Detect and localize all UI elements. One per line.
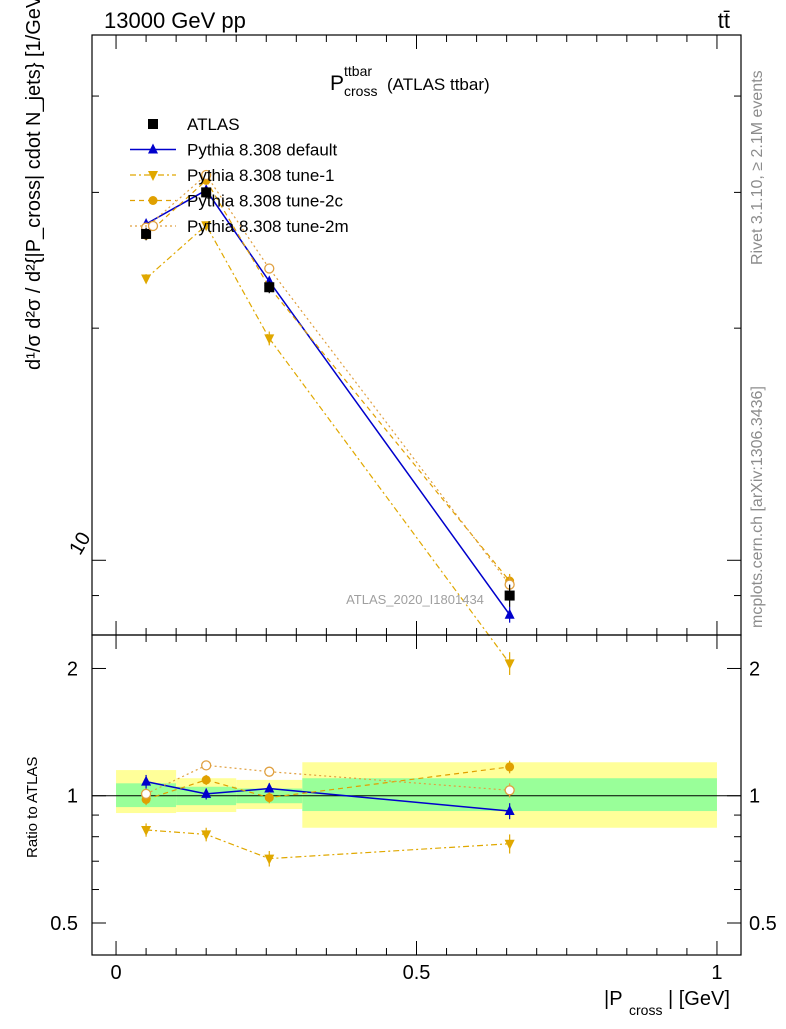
ratio-series-line [145, 780, 510, 812]
plot-title-sub: cross [344, 83, 377, 99]
main-point [141, 274, 152, 285]
main-series-line [145, 174, 511, 585]
main-point [201, 169, 212, 181]
ratio-point [141, 825, 152, 836]
ratio-series-line [145, 766, 510, 801]
main-point [504, 590, 515, 601]
main-series-line [145, 179, 511, 582]
ratio-point [504, 839, 515, 850]
ratio-point [201, 830, 212, 841]
plot-title-sup: ttbar [344, 63, 372, 79]
main-series-tune1 [141, 221, 515, 675]
ratio-y-tick-label-right: 1 [749, 786, 760, 808]
ratio-panel-series [140, 760, 515, 867]
main-series-line [145, 189, 511, 616]
ratio-point [264, 854, 275, 865]
analysis-watermark: ATLAS_2020_I1801434 [346, 592, 484, 607]
main-point [201, 187, 212, 198]
legend-label: Pythia 8.308 tune-1 [187, 166, 334, 185]
process-label: tt̄ [718, 8, 730, 33]
legend-entry-tune1: Pythia 8.308 tune-1 [130, 166, 334, 185]
legend-label: ATLAS [187, 115, 240, 134]
legend-entry-data: ATLAS [148, 115, 240, 134]
ratio-point [264, 793, 274, 803]
legend-entry-default: Pythia 8.308 default [130, 141, 338, 160]
ratio-series-tune1 [141, 823, 515, 867]
ratio-point [201, 760, 212, 771]
x-tick-label: 0 [110, 962, 121, 984]
ratio-y-tick-label-right: 0.5 [749, 913, 777, 935]
legend-marker [148, 171, 158, 181]
ratio-series-tune2m [140, 760, 515, 800]
legend-label: Pythia 8.308 tune-2m [187, 217, 349, 236]
x-axis-label-prefix: |P [604, 988, 623, 1010]
ratio-point [201, 775, 211, 785]
main-point [504, 659, 515, 670]
main-point [264, 263, 275, 274]
legend-label: Pythia 8.308 default [187, 141, 338, 160]
x-axis-label: |P cross | [GeV] [604, 988, 730, 1018]
rivet-version-label: Rivet 3.1.10, ≥ 2.1M events [749, 70, 766, 265]
main-series-line [145, 224, 511, 664]
x-axis-label-suffix: | [GeV] [668, 988, 730, 1010]
ratio-y-tick-label: 1 [67, 786, 78, 808]
main-point [141, 228, 152, 239]
x-tick-label: 0.5 [403, 962, 431, 984]
legend-entry-tune2c: Pythia 8.308 tune-2c [130, 192, 343, 211]
ratio-y-tick-label-right: 2 [749, 658, 760, 680]
plot-title: P ttbar cross (ATLAS ttbar) [330, 63, 490, 99]
ratio-point [140, 788, 152, 800]
ratio-y-axis-label: Ratio to ATLAS [24, 757, 41, 858]
plot-title-main: P [330, 72, 344, 95]
source-label: mcplots.cern.ch [arXiv:1306.3436] [749, 386, 766, 628]
main-point [201, 221, 212, 232]
ratio-point [504, 785, 515, 796]
main-y-axis-label-text: d¹/σ d²σ / d²{|P_cross| cdot N_jets} [1/… [23, 0, 45, 370]
ratio-y-tick-label: 2 [67, 658, 78, 680]
legend-marker [148, 119, 158, 129]
main-point [264, 282, 275, 293]
ratio-y-tick-label: 0.5 [50, 913, 78, 935]
ratio-point [141, 775, 152, 786]
ratio-point [504, 805, 515, 816]
legend-marker [147, 220, 159, 232]
ratio-point [264, 766, 275, 777]
legend: ATLAS Pythia 8.308 default Pythia 8.308 tu… [130, 115, 349, 236]
ratio-series-line [145, 764, 510, 795]
legend-marker [148, 143, 158, 154]
ratio-point [264, 782, 275, 793]
main-y-axis-label: d¹/σ d²σ / d²{|P_cross| cdot N_jets} [1/… [23, 0, 45, 370]
legend-label: Pythia 8.308 tune-2c [187, 192, 343, 211]
ratio-series-default [141, 774, 515, 820]
ratio-series-line [146, 829, 510, 860]
ratio-point [201, 787, 212, 798]
x-axis-label-sub: cross [629, 1002, 662, 1018]
main-point [504, 608, 515, 619]
energy-label: 13000 GeV pp [104, 8, 246, 33]
main-series-data [141, 186, 515, 607]
main-point [264, 334, 275, 345]
main-series-tune2m [140, 169, 515, 594]
ratio-point [505, 762, 515, 772]
legend-marker [148, 196, 158, 205]
legend-entry-tune2m: Pythia 8.308 tune-2m [130, 217, 349, 236]
x-tick-label: 1 [711, 962, 722, 984]
plot-title-suffix: (ATLAS ttbar) [387, 75, 490, 94]
